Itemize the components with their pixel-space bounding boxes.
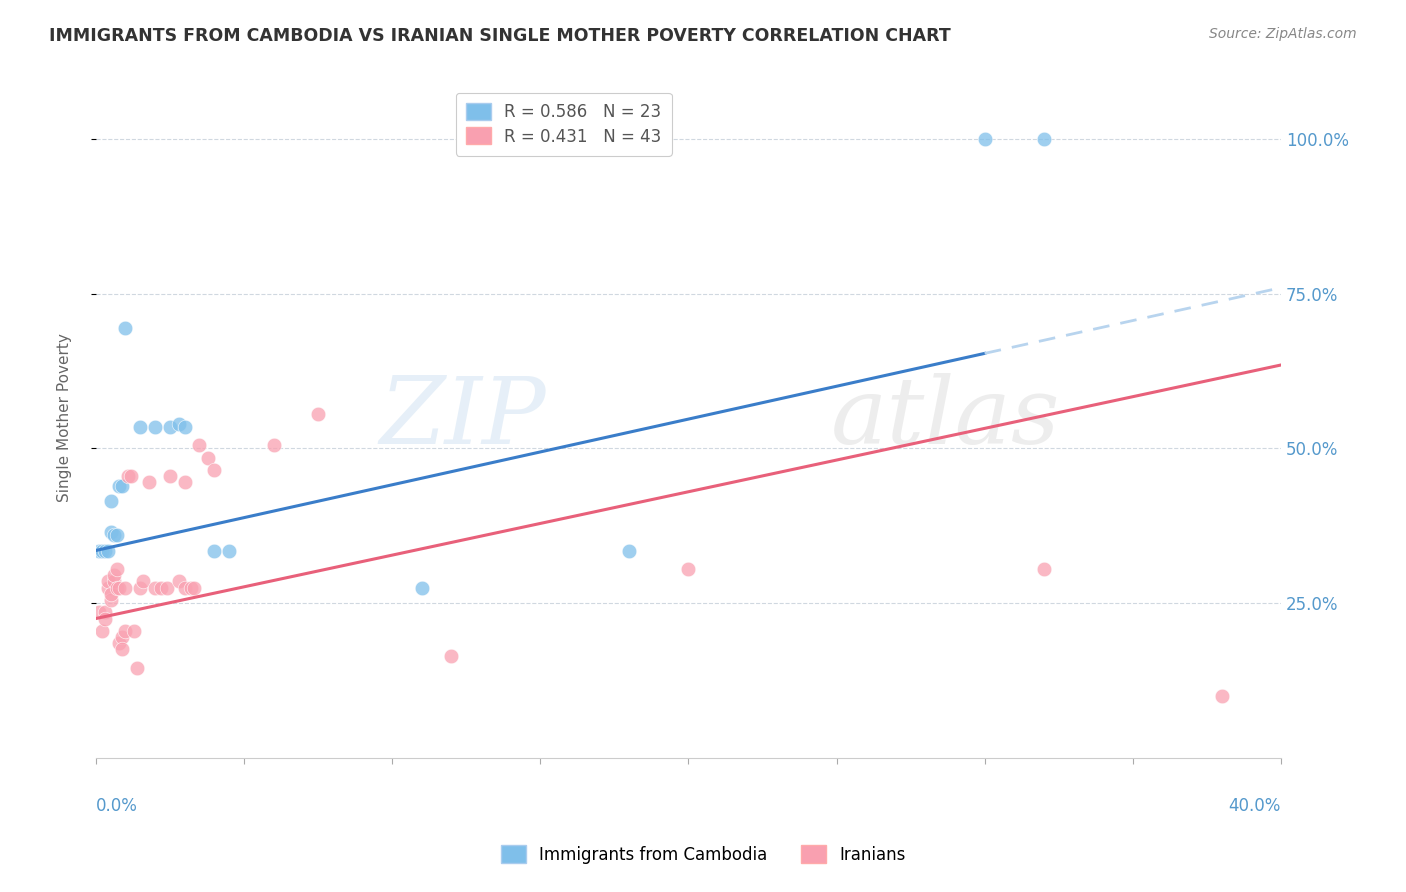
Point xyxy=(111,642,134,657)
Point xyxy=(183,581,205,595)
Point xyxy=(678,562,700,576)
Point xyxy=(202,463,225,477)
Text: ZIP: ZIP xyxy=(380,373,546,463)
Point xyxy=(87,605,110,619)
Point xyxy=(180,581,202,595)
Point xyxy=(129,581,152,595)
Point xyxy=(105,528,128,542)
Point xyxy=(138,475,160,490)
Point xyxy=(617,543,640,558)
Point xyxy=(90,624,112,638)
Point xyxy=(97,543,120,558)
Point xyxy=(1032,132,1054,146)
Point xyxy=(103,528,125,542)
Point xyxy=(97,581,120,595)
Point xyxy=(173,581,195,595)
Point xyxy=(188,438,211,452)
Point xyxy=(97,574,120,589)
Point xyxy=(167,417,190,431)
Point xyxy=(93,605,115,619)
Point xyxy=(167,574,190,589)
Point xyxy=(129,420,152,434)
Point xyxy=(159,469,181,483)
Point xyxy=(100,494,122,508)
Point xyxy=(143,420,166,434)
Point xyxy=(156,581,179,595)
Point xyxy=(93,543,115,558)
Point xyxy=(197,450,219,465)
Point xyxy=(159,420,181,434)
Point xyxy=(108,581,131,595)
Point xyxy=(90,543,112,558)
Point xyxy=(440,648,463,663)
Point xyxy=(120,469,142,483)
Point xyxy=(173,475,195,490)
Point xyxy=(143,581,166,595)
Legend: R = 0.586   N = 23, R = 0.431   N = 43: R = 0.586 N = 23, R = 0.431 N = 43 xyxy=(456,93,672,155)
Point xyxy=(108,478,131,492)
Text: IMMIGRANTS FROM CAMBODIA VS IRANIAN SINGLE MOTHER POVERTY CORRELATION CHART: IMMIGRANTS FROM CAMBODIA VS IRANIAN SING… xyxy=(49,27,950,45)
Legend: Immigrants from Cambodia, Iranians: Immigrants from Cambodia, Iranians xyxy=(494,838,912,871)
Point xyxy=(411,581,433,595)
Point xyxy=(93,611,115,625)
Point xyxy=(114,624,136,638)
Point xyxy=(202,543,225,558)
Y-axis label: Single Mother Poverty: Single Mother Poverty xyxy=(58,333,72,502)
Point xyxy=(149,581,172,595)
Point xyxy=(218,543,240,558)
Point xyxy=(111,630,134,644)
Point xyxy=(307,408,329,422)
Point xyxy=(132,574,155,589)
Point xyxy=(173,420,195,434)
Point xyxy=(105,581,128,595)
Point xyxy=(100,524,122,539)
Text: Source: ZipAtlas.com: Source: ZipAtlas.com xyxy=(1209,27,1357,41)
Point xyxy=(263,438,285,452)
Text: 0.0%: 0.0% xyxy=(96,797,138,814)
Point xyxy=(103,568,125,582)
Point xyxy=(100,587,122,601)
Point xyxy=(114,581,136,595)
Point xyxy=(103,574,125,589)
Point xyxy=(87,543,110,558)
Text: atlas: atlas xyxy=(831,373,1060,463)
Point xyxy=(973,132,995,146)
Point xyxy=(1032,562,1054,576)
Point xyxy=(100,593,122,607)
Point xyxy=(127,661,149,675)
Text: 40.0%: 40.0% xyxy=(1229,797,1281,814)
Point xyxy=(111,478,134,492)
Point xyxy=(124,624,146,638)
Point xyxy=(114,321,136,335)
Point xyxy=(1211,689,1233,703)
Point xyxy=(105,562,128,576)
Point xyxy=(108,636,131,650)
Point xyxy=(117,469,139,483)
